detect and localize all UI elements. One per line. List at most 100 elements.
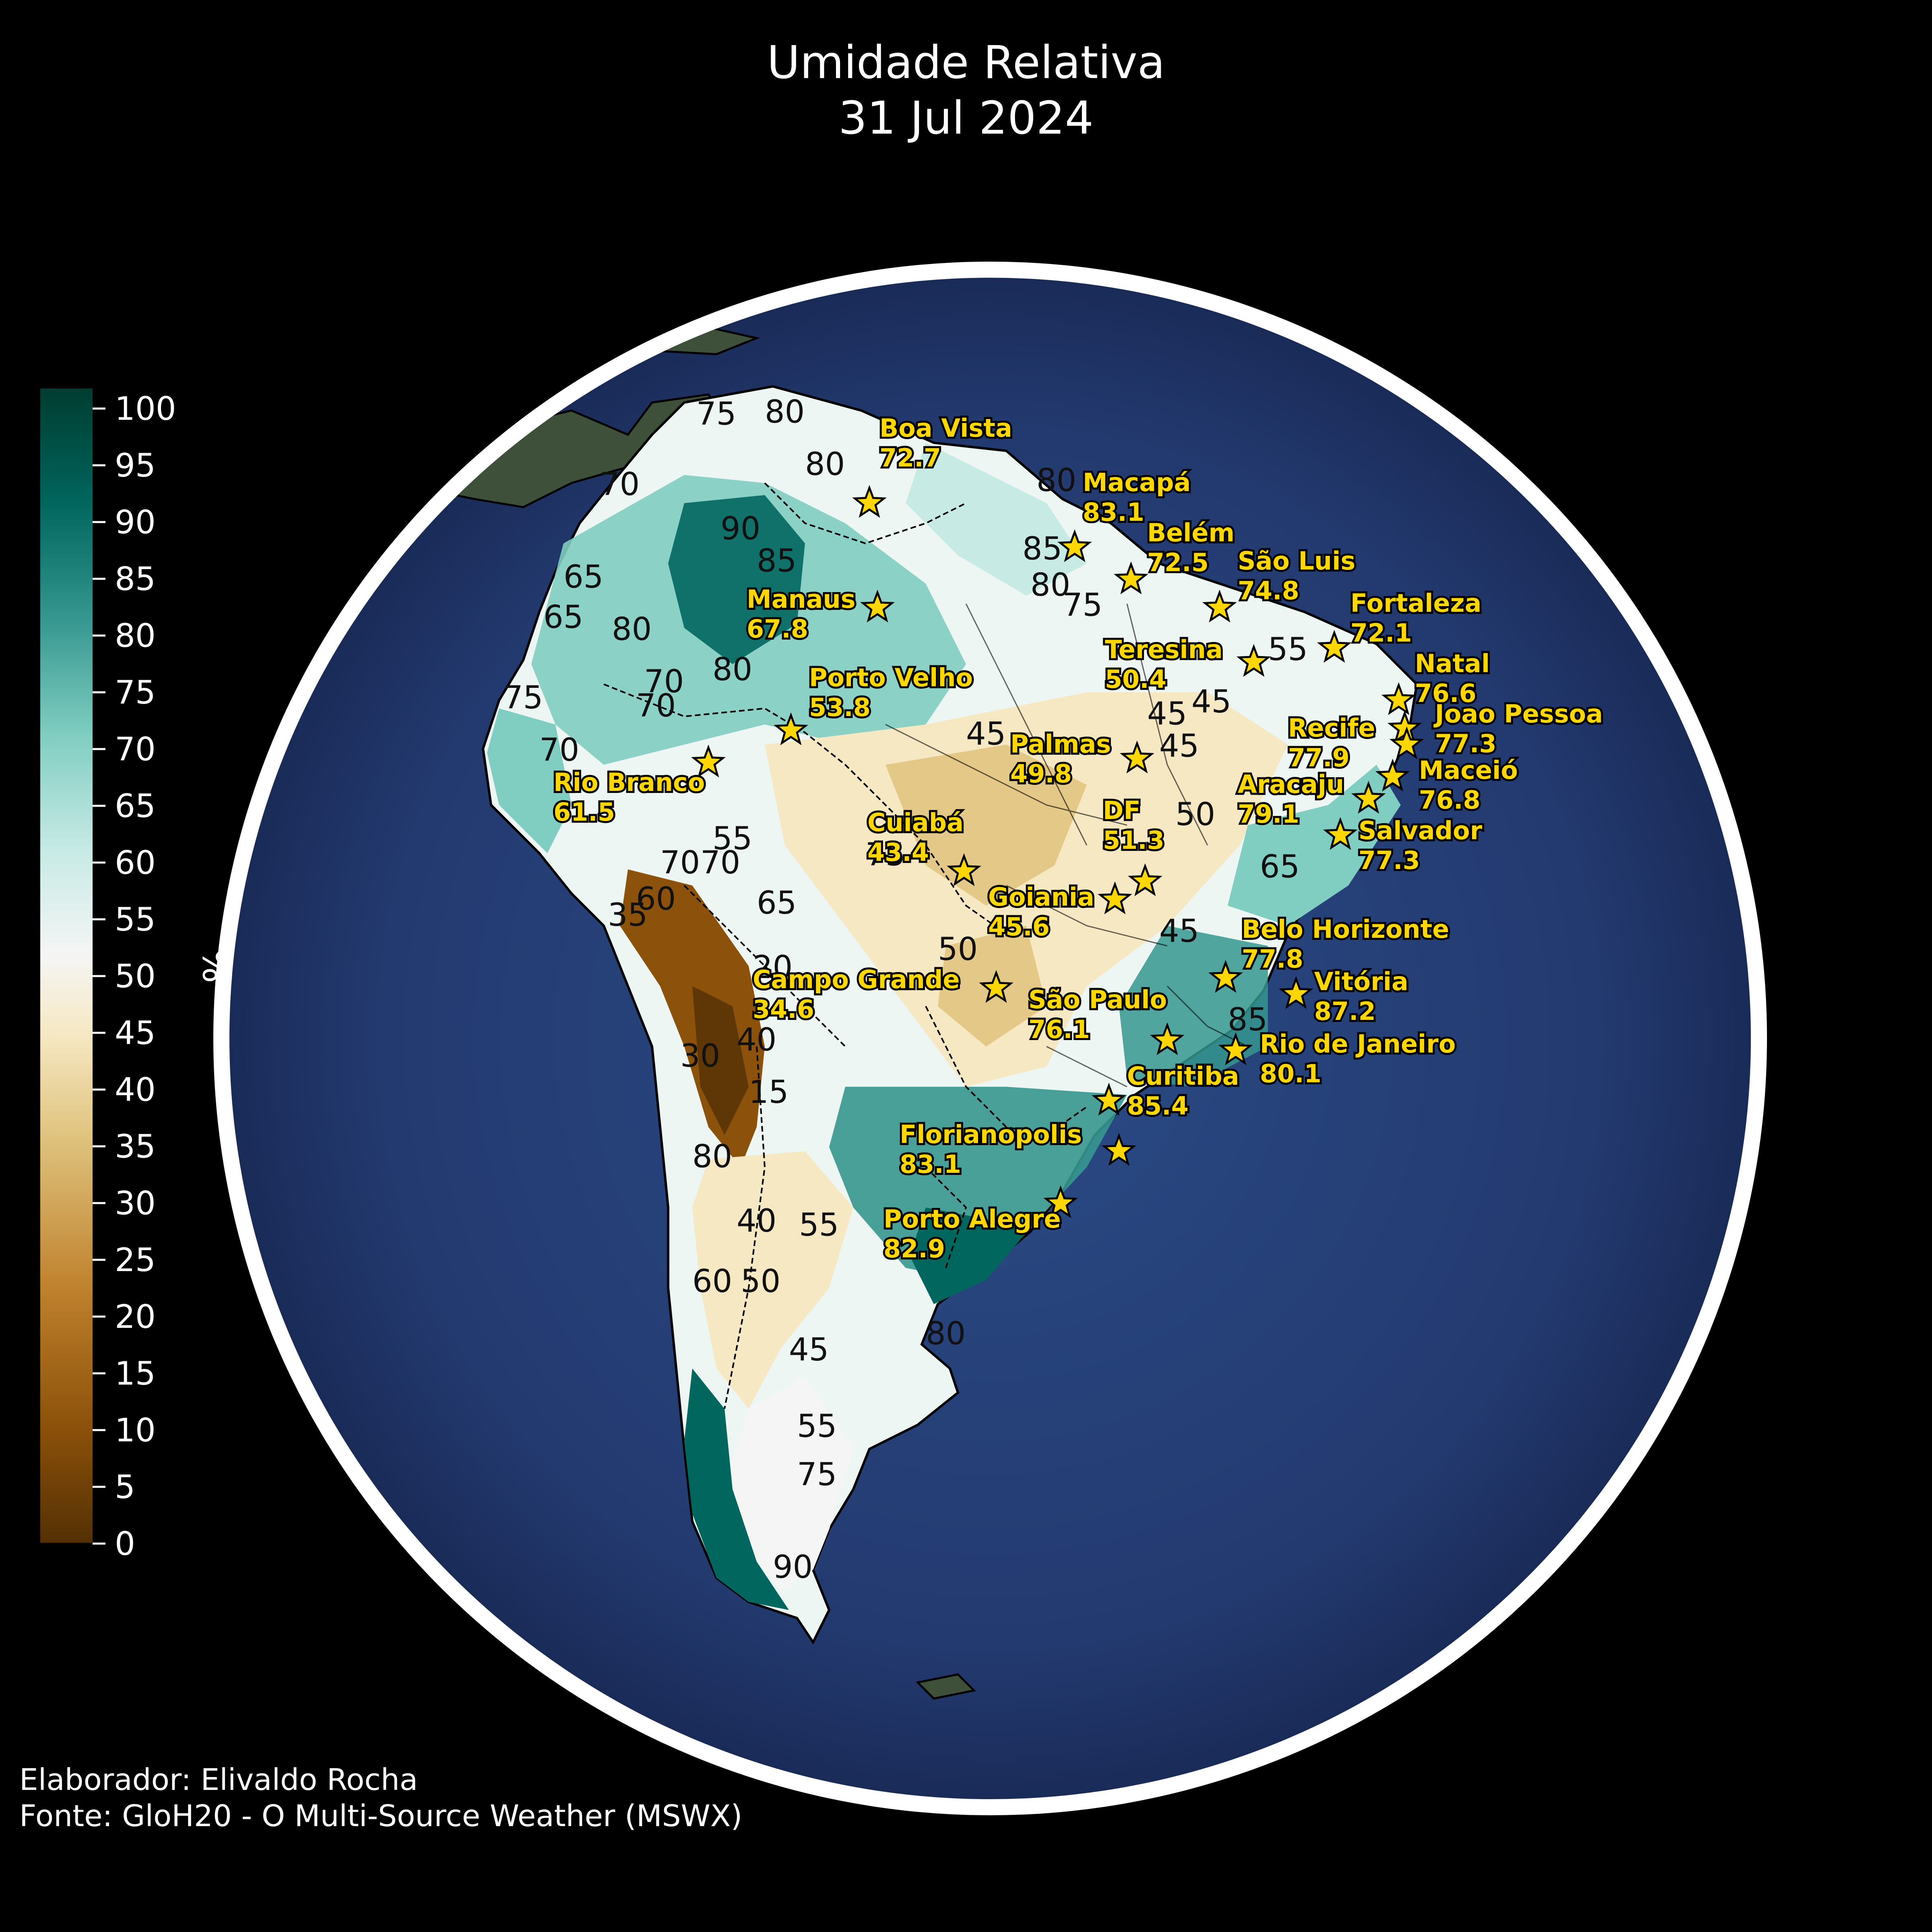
colorbar-label: % (196, 949, 238, 983)
city-name: Belo Horizonte (1242, 914, 1449, 944)
colorbar-tick-label: 30 (115, 1185, 156, 1222)
colorbar-tick-label: 85 (115, 560, 156, 598)
city-label: Palmas 49.8 (1010, 729, 1111, 788)
city-value: 51.3 (1103, 826, 1164, 855)
city-name: Campo Grande (753, 965, 960, 994)
city-value: 76.6 (1415, 679, 1476, 708)
humid-zone-north (906, 443, 1087, 596)
colorbar-tick-label: 40 (115, 1071, 156, 1108)
contour-label: 80 (1036, 462, 1076, 499)
contour-label: 85 (1228, 1002, 1267, 1038)
contour-label: 15 (749, 1074, 788, 1110)
humid-zone-northeast-coast (1228, 765, 1401, 926)
city-value: 43.4 (867, 838, 929, 867)
contour-label: 65 (564, 559, 603, 595)
city-name: Cuiabá (867, 808, 964, 837)
city-name: Florianopolis (900, 1120, 1082, 1149)
contour-label: 85 (1022, 531, 1062, 567)
city-value: 87.2 (1314, 997, 1376, 1026)
colorbar-tick-label: 20 (115, 1298, 156, 1335)
colorbar-tick-label: 100 (115, 390, 176, 427)
city-star-icon (1092, 1082, 1126, 1116)
city-name: Belém (1147, 518, 1234, 547)
contour-label: 75 (696, 396, 736, 432)
city-star-icon (1317, 630, 1352, 663)
contour-label: 70 (700, 845, 740, 881)
contour-label: 75 (1063, 587, 1102, 623)
city-label: Curitiba 85.4 (1127, 1061, 1239, 1121)
city-name: Rio Branco (553, 768, 705, 797)
city-value: 72.7 (879, 443, 941, 473)
contour-label: 55 (799, 1207, 839, 1243)
city-star-icon (979, 970, 1013, 1003)
credit-source: Fonte: GloH20 - O Multi-Source Weather (… (19, 1799, 743, 1833)
contour-label: 65 (1260, 849, 1300, 885)
colorbar: 0 5 10 15 20 25 30 35 40 45 50 55 60 65 70 75 80 85 90 95 10… (40, 388, 238, 1563)
dry-zone-patagonia-north (692, 1151, 853, 1409)
city-label: São Paulo 76.1 (1028, 985, 1167, 1044)
dry-zone-core (886, 745, 1087, 906)
city-star-icon (1102, 1133, 1136, 1166)
country-borders (603, 482, 1088, 1409)
falkland-islands (915, 1673, 976, 1700)
patagonia (724, 1377, 853, 1590)
city-star-icon (1279, 976, 1313, 1009)
contour-label: 50 (1175, 797, 1215, 833)
city-value: 76.8 (1419, 785, 1480, 815)
city-star-icon (1381, 682, 1416, 715)
city-star-icon (691, 744, 726, 778)
credit-author: Elaborador: Elivaldo Rocha (19, 1763, 418, 1797)
city-name: Joao Pessoa (1433, 699, 1603, 729)
city-value: 76.1 (1028, 1015, 1090, 1044)
city-name: Natal (1415, 649, 1490, 678)
city-name: Porto Velho (809, 663, 973, 692)
city-star-icon (1043, 1185, 1078, 1218)
colorbar-tick-label: 5 (115, 1468, 135, 1506)
city-name: Teresina (1105, 635, 1223, 664)
city-value: 61.5 (553, 797, 615, 827)
city-value: 83.1 (900, 1150, 961, 1179)
contour-label: 65 (543, 599, 583, 636)
city-star-icon (1323, 817, 1358, 850)
contour-label: 75 (797, 1457, 837, 1493)
contour-label: 45 (1159, 913, 1199, 949)
city-value: 53.8 (809, 693, 871, 722)
city-name: Porto Alegre (883, 1204, 1061, 1234)
city-star-icon (1208, 960, 1243, 993)
colorbar-tick-label: 80 (115, 617, 156, 654)
city-label: Belém 72.5 (1147, 518, 1234, 577)
contour-label: 55 (797, 1408, 837, 1445)
city-label: Macapá 83.1 (1083, 468, 1191, 527)
city-name: Palmas (1010, 729, 1111, 759)
city-value: 77.3 (1435, 729, 1496, 758)
colorbar-ticks: 0 5 10 15 20 25 30 35 40 45 50 55 60 65 70 75 80 85 90 95 10… (93, 390, 176, 1563)
colorbar-gradient (40, 388, 93, 1543)
city-label: Natal 76.6 (1415, 649, 1490, 708)
city-name: DF (1103, 796, 1141, 825)
colorbar-tick-label: 60 (115, 844, 156, 881)
colorbar-tick-label: 0 (115, 1525, 135, 1563)
city-name: São Luis (1238, 546, 1355, 576)
humid-zone-south (829, 1087, 1127, 1280)
contour-label: 45 (966, 716, 1006, 752)
humid-zone-west (487, 708, 572, 853)
city-value: 80.1 (1260, 1059, 1321, 1088)
contour-label: 50 (938, 931, 978, 968)
city-star-icon (1120, 740, 1154, 774)
contour-label: 50 (741, 1263, 780, 1300)
contour-label: 75 (503, 680, 543, 716)
contour-label: 60 (636, 881, 676, 917)
contour-label: 35 (608, 897, 648, 933)
city-label: Cuiabá 43.4 (867, 808, 964, 867)
contour-label: 45 (1191, 684, 1231, 720)
city-label: Joao Pessoa 77.3 (1433, 699, 1603, 758)
city-star-icon (860, 589, 895, 623)
contour-label: 45 (789, 1332, 829, 1368)
city-star-icon (1128, 863, 1162, 896)
city-star-icon (1218, 1032, 1253, 1065)
city-value: 82.9 (883, 1234, 945, 1263)
city-label: Belo Horizonte 77.8 (1242, 914, 1449, 974)
city-label: Salvador 77.3 (1358, 816, 1482, 875)
city-star-icon (1236, 644, 1271, 677)
city-label: Florianopolis 83.1 (900, 1120, 1082, 1179)
